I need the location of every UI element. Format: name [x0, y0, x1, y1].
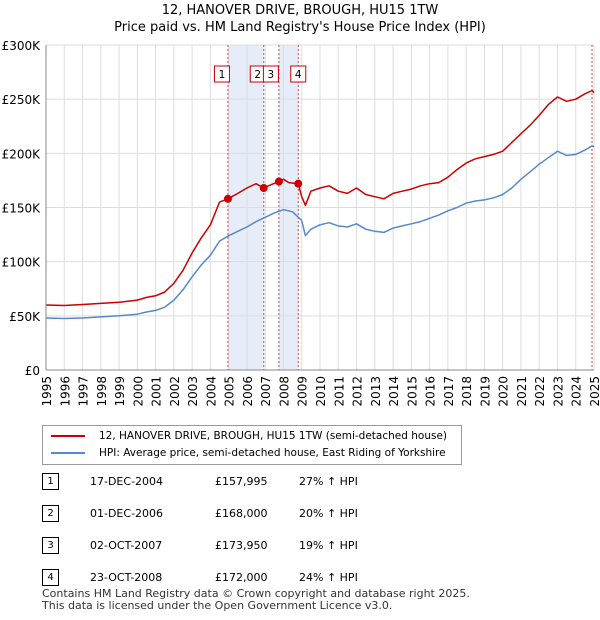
x-tick-label: 2023	[552, 376, 566, 407]
sale-point	[223, 194, 232, 203]
x-tick-label: 2013	[369, 376, 383, 407]
x-tick-label: 1995	[40, 376, 54, 407]
sale-points-layer	[223, 177, 303, 203]
legend-label-property: 12, HANOVER DRIVE, BROUGH, HU15 1TW (sem…	[99, 430, 448, 442]
x-tick-label: 2025	[588, 376, 600, 407]
sale-label-text: 2	[254, 69, 261, 81]
sale-price: £157,995	[215, 475, 268, 488]
sale-price: £168,000	[215, 507, 268, 520]
x-tick-label: 2022	[533, 376, 547, 407]
x-tick-label: 2002	[168, 376, 182, 407]
x-tick-label: 2011	[332, 376, 346, 407]
sale-date: 01-DEC-2006	[90, 507, 164, 520]
property-price-line	[45, 89, 595, 307]
footer-attribution: Contains HM Land Registry data © Crown c…	[42, 588, 470, 612]
sale-label-box: 1	[213, 65, 230, 83]
footer-line2: This data is licensed under the Open Gov…	[42, 599, 393, 612]
legend-item-hpi: HPI: Average price, semi-detached house,…	[51, 445, 446, 461]
x-tick-label: 2016	[424, 376, 438, 407]
x-tick-label: 2020	[497, 376, 511, 407]
sale-hpi-change: 24% ↑ HPI	[299, 571, 358, 584]
x-tick-label: 1997	[77, 376, 91, 407]
y-tick-label: £100K	[2, 256, 42, 270]
x-tick-label: 1996	[58, 376, 72, 407]
sales-row: 4 23-OCT-2008 £172,000 24% ↑ HPI	[42, 568, 442, 588]
chart-title-line1: 12, HANOVER DRIVE, BROUGH, HU15 1TW	[161, 3, 439, 18]
sale-hpi-change: 20% ↑ HPI	[299, 507, 358, 520]
legend-swatch-property	[51, 435, 85, 437]
legend-label-hpi: HPI: Average price, semi-detached house,…	[99, 447, 446, 459]
x-tick-label: 2009	[296, 376, 310, 407]
sale-label-text: 4	[295, 69, 302, 81]
sale-label-border	[262, 65, 279, 83]
x-tick-label: 2017	[442, 376, 456, 407]
sales-row: 2 01-DEC-2006 £168,000 20% ↑ HPI	[42, 504, 442, 524]
sale-price: £172,000	[215, 571, 268, 584]
x-tick-label: 2021	[515, 376, 529, 407]
sale-label-box: 4	[290, 65, 307, 83]
y-tick-label: £150K	[2, 202, 42, 216]
y-tick-label: £50K	[9, 310, 41, 324]
sale-date: 02-OCT-2007	[90, 539, 163, 552]
sale-date: 17-DEC-2004	[90, 475, 164, 488]
sale-number-badge: 2	[42, 505, 59, 522]
sale-label-text: 3	[268, 69, 275, 81]
sale-label-box: 3	[262, 65, 279, 83]
y-tick-label: £0	[25, 364, 40, 378]
x-tick-label: 2024	[570, 376, 584, 407]
footer-line1: Contains HM Land Registry data © Crown c…	[42, 587, 470, 600]
sale-point	[274, 177, 283, 186]
x-tick-label: 2006	[241, 376, 255, 407]
series-layer	[45, 89, 595, 320]
sale-point	[259, 184, 268, 192]
x-tick-label: 2007	[259, 376, 273, 407]
x-tick-label: 2012	[351, 376, 365, 407]
sales-row: 1 17-DEC-2004 £157,995 27% ↑ HPI	[42, 472, 442, 492]
chart-title: 12, HANOVER DRIVE, BROUGH, HU15 1TW Pric…	[0, 2, 600, 36]
sale-label-border	[290, 65, 307, 83]
x-tick-label: 2019	[478, 376, 492, 407]
x-tick-label: 2000	[131, 376, 145, 407]
x-tick-label: 2008	[278, 376, 292, 407]
y-tick-label: £250K	[2, 93, 42, 107]
y-tick-label: £300K	[2, 39, 42, 53]
x-tick-label: 2014	[387, 376, 401, 407]
sale-hpi-change: 19% ↑ HPI	[299, 539, 358, 552]
sales-row: 3 02-OCT-2007 £173,950 19% ↑ HPI	[42, 536, 442, 556]
sale-number-badge: 1	[42, 473, 59, 490]
x-tick-label: 2004	[204, 376, 218, 407]
hpi-line	[45, 145, 595, 320]
sale-label-border	[213, 65, 230, 83]
legend-item-property: 12, HANOVER DRIVE, BROUGH, HU15 1TW (sem…	[51, 428, 447, 444]
sale-number-badge: 4	[42, 569, 59, 586]
sale-price: £173,950	[215, 539, 268, 552]
sale-label-text: 1	[219, 69, 226, 81]
x-tick-label: 2018	[460, 376, 474, 407]
legend-swatch-hpi	[51, 452, 85, 454]
x-tick-label: 2010	[314, 376, 328, 407]
sale-date: 23-OCT-2008	[90, 571, 163, 584]
x-tick-label: 2005	[223, 376, 237, 407]
x-tick-label: 1998	[95, 376, 109, 407]
sale-hpi-change: 27% ↑ HPI	[299, 475, 358, 488]
grid-layer	[45, 44, 595, 371]
sale-number-badge: 3	[42, 537, 59, 554]
sale-point	[294, 179, 303, 188]
y-tick-label: £200K	[2, 147, 42, 161]
chart-title-line2: Price paid vs. HM Land Registry's House …	[114, 20, 486, 35]
x-tick-label: 1999	[113, 376, 127, 407]
x-tick-label: 2001	[150, 376, 164, 407]
x-tick-label: 2003	[186, 376, 200, 407]
x-tick-label: 2015	[405, 376, 419, 407]
legend: 12, HANOVER DRIVE, BROUGH, HU15 1TW (sem…	[42, 425, 462, 465]
